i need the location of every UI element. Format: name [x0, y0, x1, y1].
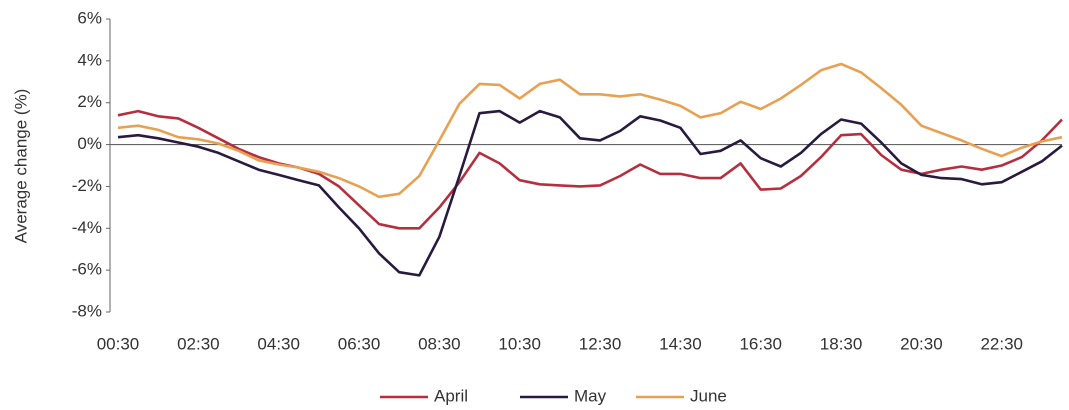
- x-tick-label: 20:30: [900, 334, 943, 353]
- y-tick-label: 2%: [77, 92, 102, 111]
- legend-label: April: [434, 386, 468, 405]
- legend-label: May: [574, 386, 607, 405]
- x-tick-label: 16:30: [739, 334, 782, 353]
- series-line: [117, 62, 1063, 199]
- x-tick-label: 14:30: [659, 334, 702, 353]
- series-line: [117, 109, 1063, 230]
- y-tick-label: -6%: [72, 260, 102, 279]
- x-tick-label: 06:30: [338, 334, 381, 353]
- y-tick-label: 0%: [77, 134, 102, 153]
- x-tick-label: 02:30: [177, 334, 220, 353]
- x-tick-label: 12:30: [579, 334, 622, 353]
- y-tick-label: -2%: [72, 176, 102, 195]
- x-tick-label: 00:30: [97, 334, 140, 353]
- x-tick-label: 04:30: [257, 334, 300, 353]
- y-tick-label: 4%: [77, 50, 102, 69]
- legend-label: June: [690, 386, 727, 405]
- x-tick-label: 18:30: [820, 334, 863, 353]
- y-tick-label: 6%: [77, 8, 102, 27]
- y-axis-label: Average change (%): [11, 89, 30, 244]
- x-tick-label: 08:30: [418, 334, 461, 353]
- y-tick-label: -8%: [72, 301, 102, 320]
- series-line: [117, 109, 1063, 277]
- y-tick-label: -4%: [72, 218, 102, 237]
- x-tick-label: 10:30: [498, 334, 541, 353]
- x-tick-label: 22:30: [980, 334, 1023, 353]
